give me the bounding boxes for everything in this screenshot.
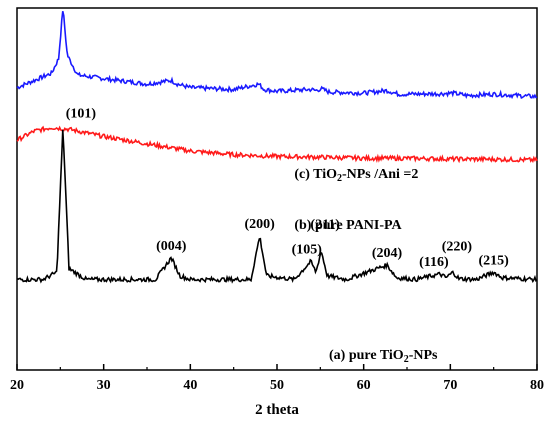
peak-label: (211) xyxy=(310,218,340,233)
series-layer xyxy=(16,10,538,284)
series-line-0 xyxy=(16,10,538,100)
x-axis-ticks: 20 30 40 50 60 70 80 xyxy=(10,364,544,393)
x-tick-label: 80 xyxy=(530,378,544,393)
peak-label: (215) xyxy=(479,253,510,268)
x-tick-label: 40 xyxy=(183,378,197,393)
x-tick-label: 30 xyxy=(97,378,111,393)
x-tick-label: 60 xyxy=(357,378,371,393)
peak-labels: (101) (004) (200) (105) (211) (204) (116)(220)… xyxy=(66,106,509,270)
peak-label: (116) xyxy=(419,255,449,270)
series-label-0: (c) TiO2-NPs /Ani =2 xyxy=(294,167,418,184)
series-label-1: (b) pure PANI-PA xyxy=(294,218,402,233)
x-tick-label: 70 xyxy=(443,378,457,393)
series-line-1 xyxy=(16,125,538,164)
peak-label: (101) xyxy=(66,106,97,121)
peak-label: (204) xyxy=(372,246,403,261)
series-labels: (c) TiO2-NPs /Ani =2 (b) pure PANI-PA (a) … xyxy=(294,167,438,365)
peak-label: (105) xyxy=(292,242,323,257)
series-line-2 xyxy=(16,129,538,284)
peak-label: (004) xyxy=(156,239,187,254)
peak-label: (220) xyxy=(442,239,473,254)
series-label-2: (a) pure TiO2-NPs xyxy=(329,348,438,365)
plot-frame xyxy=(16,7,538,371)
x-axis-title: 2 theta xyxy=(255,402,299,418)
x-tick-label: 20 xyxy=(10,378,24,393)
x-tick-label: 50 xyxy=(270,378,284,393)
peak-label: (200) xyxy=(245,217,276,232)
